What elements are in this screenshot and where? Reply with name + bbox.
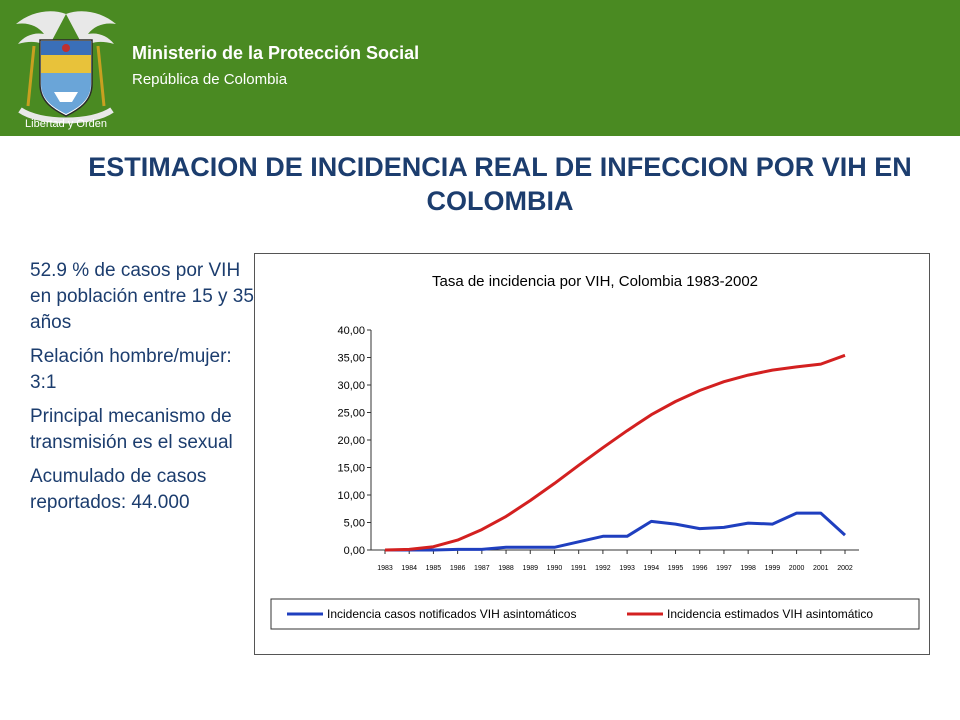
x-tick-label: 1999: [765, 565, 781, 572]
chart-frame: Tasa de incidencia por VIH, Colombia 198…: [254, 253, 930, 655]
republic-name: República de Colombia: [132, 71, 288, 88]
bullet-item: Acumulado de casos reportados: 44.000: [30, 466, 207, 513]
x-tick-label: 1988: [498, 565, 514, 572]
x-tick-label: 1992: [595, 565, 611, 572]
slide-title: ESTIMACION DE INCIDENCIA REAL DE INFECCI…: [88, 152, 912, 216]
x-tick-label: 1994: [644, 565, 660, 572]
y-tick-label: 20,00: [337, 435, 365, 447]
x-tick-label: 1990: [547, 565, 563, 572]
x-tick-label: 1985: [426, 565, 442, 572]
x-tick-label: 2002: [837, 565, 853, 572]
series-line-estimated: [384, 353, 846, 552]
legend-label: Incidencia casos notificados VIH asintom…: [327, 607, 576, 621]
x-tick-label: 1998: [740, 565, 756, 572]
incidence-line-chart: Tasa de incidencia por VIH, Colombia 198…: [270, 273, 920, 630]
x-tick-label: 1996: [692, 565, 708, 572]
x-tick-label: 1984: [401, 565, 417, 572]
bullet-item: Principal mecanismo de transmisión es el…: [30, 406, 233, 453]
x-tick-label: 2001: [813, 565, 829, 572]
bullet-item: Relación hombre/mujer: 3:1: [30, 346, 232, 393]
bullet-item: 52.9 % de casos por VIH en población ent…: [30, 260, 254, 333]
x-tick-label: 1987: [474, 565, 490, 572]
x-tick-label: 1986: [450, 565, 466, 572]
y-tick-label: 35,00: [337, 353, 365, 365]
x-tick-label: 1995: [668, 565, 684, 572]
x-tick-label: 1983: [377, 565, 393, 572]
y-tick-label: 40,00: [337, 325, 365, 337]
legend-box: [270, 598, 920, 630]
x-tick-label: 1991: [571, 565, 587, 572]
y-tick-label: 25,00: [337, 408, 365, 420]
bullet-list: 52.9 % de casos por VIH en población ent…: [30, 258, 255, 524]
series-line-notified: [385, 511, 847, 552]
x-tick-label: 2000: [789, 565, 805, 572]
x-tick-label: 1993: [619, 565, 635, 572]
y-tick-label: 15,00: [337, 463, 365, 475]
y-tick-label: 5,00: [344, 518, 365, 530]
colombia-coat-of-arms-icon: Libertad y Orden: [16, 11, 116, 130]
x-tick-label: 1997: [716, 565, 732, 572]
y-tick-label: 0,00: [344, 545, 365, 557]
x-tick-label: 1989: [522, 565, 538, 572]
header-bar: Libertad y Orden Ministerio de la Protec…: [0, 0, 960, 136]
crest-motto: Libertad y Orden: [25, 118, 107, 130]
legend-label: Incidencia estimados VIH asintomático: [667, 607, 873, 621]
y-tick-label: 10,00: [337, 490, 365, 502]
y-tick-label: 30,00: [337, 380, 365, 392]
chart-title: Tasa de incidencia por VIH, Colombia 198…: [432, 273, 758, 290]
ministry-name: Ministerio de la Protección Social: [132, 43, 420, 63]
